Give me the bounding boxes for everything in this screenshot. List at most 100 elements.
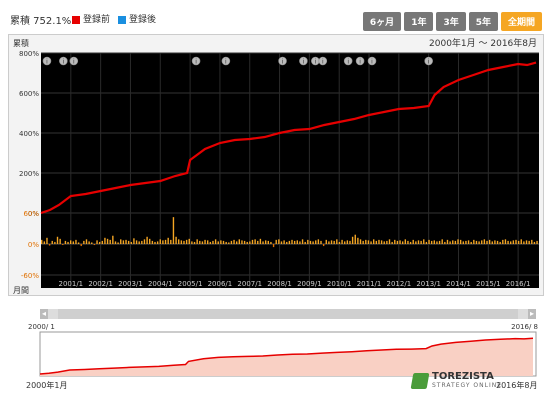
monthly-bar [462, 241, 464, 244]
monthly-bar [109, 239, 111, 244]
monthly-bar [380, 240, 383, 244]
range-1y-button[interactable]: 1年 [404, 12, 434, 31]
monthly-bar [496, 240, 499, 244]
monthly-bar [80, 244, 82, 247]
monthly-tick-label: 60% [23, 210, 39, 218]
monthly-bar [235, 241, 238, 244]
monthly-bar [75, 239, 77, 244]
monthly-bar [520, 239, 522, 244]
event-marker [355, 56, 365, 66]
monthly-bar [510, 241, 512, 244]
x-tick-label: 2002/1 [88, 280, 113, 288]
monthly-bar [341, 239, 343, 244]
monthly-bar [196, 239, 198, 244]
monthly-bar [46, 237, 48, 244]
monthly-bar [249, 241, 251, 244]
monthly-bar [283, 240, 285, 244]
scroll-left-arrow-icon[interactable]: ◂ [40, 309, 48, 319]
range-all-button[interactable]: 全期間 [500, 12, 542, 31]
range-3y-button[interactable]: 3年 [436, 12, 466, 31]
monthly-bar [412, 239, 414, 244]
monthly-bar [307, 239, 309, 244]
monthly-bar [399, 240, 401, 244]
monthly-bar [275, 239, 277, 244]
navigator-chart[interactable]: 2000/ 1 2016/ 8 [8, 320, 544, 380]
monthly-bar [175, 236, 177, 244]
chart-title: 2000年1月 ～ 2016年8月 [429, 37, 537, 49]
legend-item-after: 登録後 [118, 12, 156, 25]
event-marker [424, 56, 433, 66]
monthly-bar [172, 217, 175, 244]
monthly-bar [62, 244, 64, 246]
monthly-bar [344, 241, 346, 244]
monthly-bar [420, 240, 422, 244]
monthly-bar [359, 239, 362, 244]
monthly-bar [159, 239, 161, 244]
monthly-bar [257, 240, 259, 244]
monthly-bar [178, 239, 180, 244]
monthly-bar [117, 242, 119, 244]
monthly-bar [96, 240, 98, 244]
monthly-bar [288, 240, 291, 244]
monthly-bar [444, 241, 446, 244]
monthly-bar [433, 240, 436, 244]
monthly-bar [149, 238, 151, 244]
monthly-bar [317, 239, 320, 244]
monthly-bar [457, 239, 459, 244]
monthly-bar [357, 237, 359, 244]
x-tick-label: 2016/1 [506, 280, 531, 288]
event-marker [191, 56, 201, 66]
range-5y-button[interactable]: 5年 [468, 12, 498, 31]
scroll-thumb[interactable] [58, 309, 518, 319]
monthly-bar [230, 240, 233, 244]
monthly-bar [151, 240, 154, 244]
monthly-bar [499, 241, 501, 244]
monthly-bar [191, 241, 193, 244]
monthly-bar [51, 240, 53, 244]
monthly-bar [72, 241, 75, 244]
monthly-bar [225, 241, 227, 244]
navigator-scrollbar[interactable]: ◂ ▸ [40, 309, 536, 319]
navigator[interactable]: 2000/ 1 2016/ 8 [8, 320, 544, 380]
monthly-bar [43, 241, 46, 244]
monthly-bar [101, 240, 104, 244]
legend-swatch [118, 15, 127, 24]
monthly-bar [127, 240, 130, 244]
monthly-bar [193, 241, 196, 244]
event-marker [343, 56, 353, 66]
monthly-bar [296, 240, 298, 244]
monthly-bar [278, 239, 280, 244]
range-6m-button[interactable]: 6ヶ月 [362, 12, 402, 31]
scroll-right-arrow-icon[interactable]: ▸ [528, 309, 536, 319]
nav-end-label: 2016/ 8 [511, 323, 538, 331]
monthly-bar [41, 239, 43, 244]
monthly-bar [304, 241, 306, 244]
monthly-bar [322, 244, 325, 247]
event-marker-icon: i [315, 59, 317, 66]
monthly-bar [228, 242, 230, 244]
monthly-bar [85, 239, 88, 244]
y-axis-label: 累積 [13, 38, 29, 48]
monthly-bar [325, 239, 327, 244]
monthly-bar [328, 241, 330, 244]
event-marker [367, 56, 377, 66]
monthly-axis-label: 月間 [13, 286, 29, 295]
x-tick-label: 2001/1 [59, 280, 84, 288]
footer-end-date: 2016年8月 [496, 381, 538, 390]
event-marker [42, 56, 52, 66]
y-tick-label: 0% [28, 210, 39, 218]
monthly-bar [83, 240, 85, 244]
x-tick-label: 2006/1 [208, 280, 233, 288]
monthly-bar [233, 239, 235, 244]
monthly-bar [309, 240, 312, 244]
monthly-bar [114, 241, 117, 244]
monthly-bar [523, 241, 525, 244]
monthly-bar [315, 240, 317, 244]
monthly-bar [246, 241, 248, 244]
legend-item-before: 登録前 [72, 12, 110, 25]
monthly-bar [486, 240, 488, 244]
event-marker [318, 56, 328, 66]
y-tick-label: 200% [19, 170, 39, 178]
monthly-bar [130, 241, 132, 244]
main-chart[interactable]: 2000年1月 ～ 2016年8月累積800%600%400%200%0%60%… [9, 35, 545, 297]
